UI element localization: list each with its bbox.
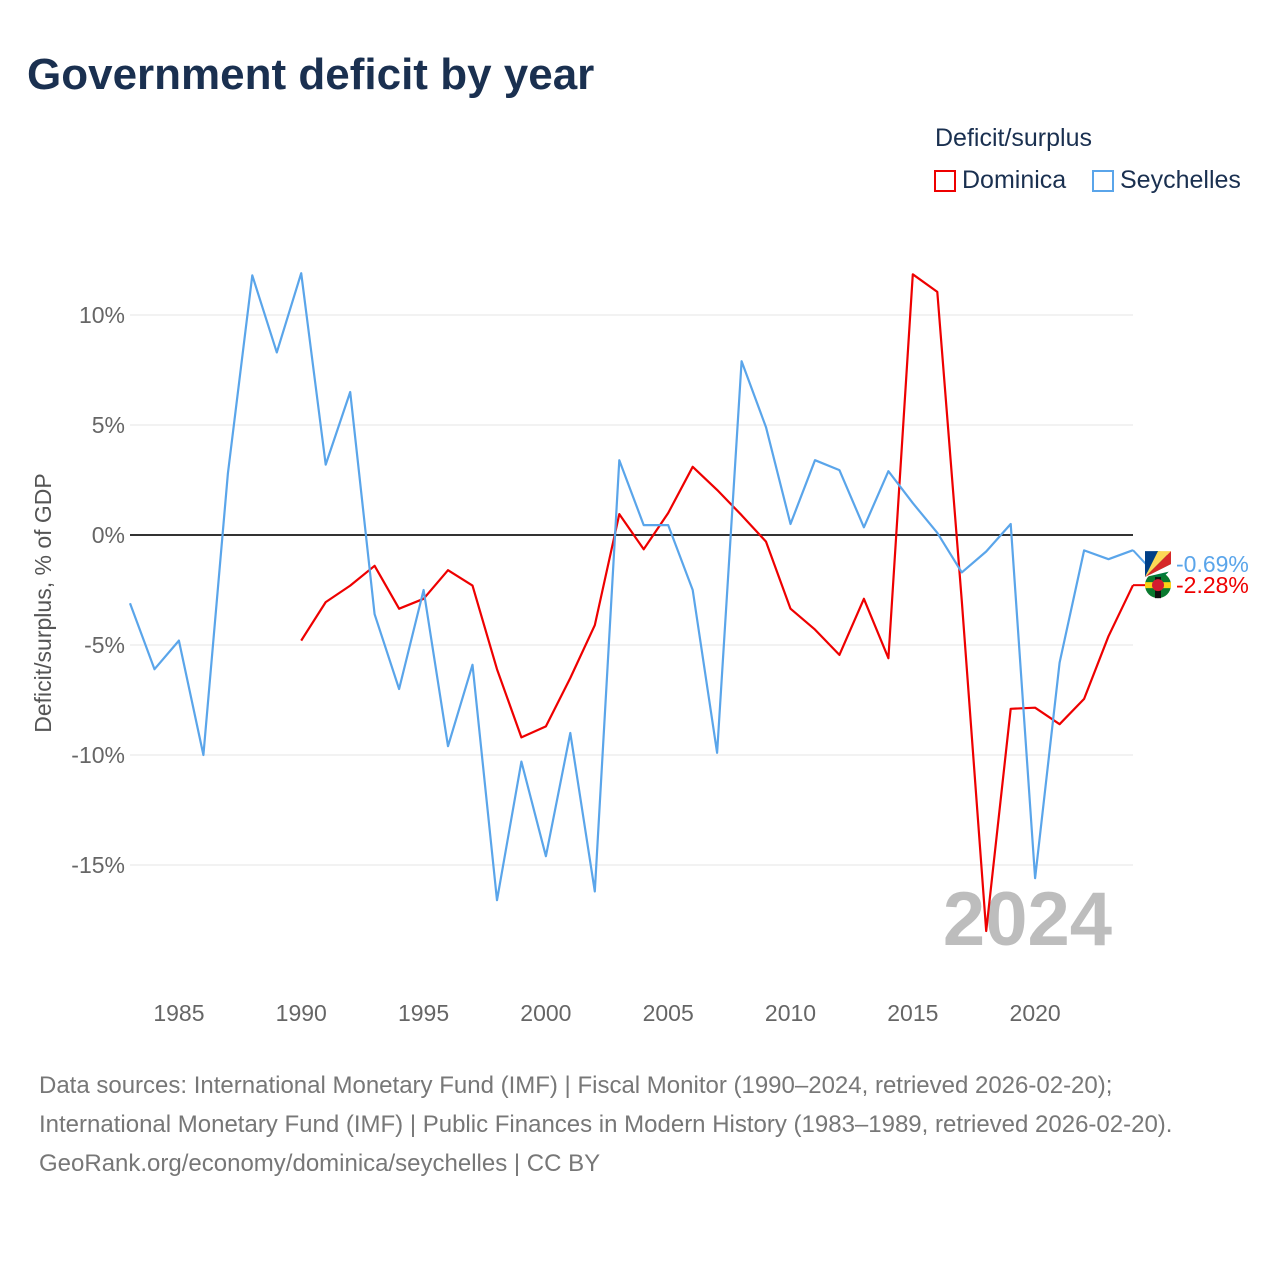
- flag-band: [1145, 564, 1171, 578]
- x-tick-label: 2020: [1010, 1000, 1061, 1026]
- series-line-dominica: [300, 273, 1134, 933]
- y-tick-label: 5%: [92, 412, 125, 438]
- legend-swatch-seychelles: [1092, 169, 1114, 192]
- flag-band: [1145, 551, 1171, 578]
- x-tick-label: 1995: [398, 1000, 449, 1026]
- y-tick-label: -10%: [71, 742, 125, 768]
- y-axis-label: Deficit/surplus, % of GDP: [30, 473, 56, 732]
- chart-title: Government deficit by year: [27, 50, 595, 99]
- year-watermark: 2024: [943, 877, 1112, 962]
- seychelles-flag-icon: [1145, 551, 1171, 578]
- x-tick-label: 1990: [276, 1000, 327, 1026]
- series-line-seychelles: [128, 272, 1134, 902]
- legend-item-dominica[interactable]: Dominica: [934, 166, 1066, 195]
- footer: Data sources: International Monetary Fun…: [39, 1066, 1239, 1183]
- x-tick-label: 2010: [765, 1000, 816, 1026]
- data-sources: Data sources: International Monetary Fun…: [39, 1072, 1173, 1138]
- x-tick-label: 2005: [643, 1000, 694, 1026]
- credit-link[interactable]: GeoRank.org/economy/dominica/seychelles …: [39, 1150, 601, 1177]
- legend-label-dominica: Dominica: [962, 166, 1067, 194]
- flag-disc: [1152, 579, 1164, 592]
- legend-item-seychelles[interactable]: Seychelles: [1092, 166, 1241, 195]
- dominica-flag-icon: [1145, 572, 1171, 599]
- legend-label-seychelles: Seychelles: [1120, 166, 1241, 194]
- end-value-label: -0.69%: [1176, 551, 1249, 577]
- y-tick-label: -5%: [84, 632, 125, 658]
- legend-title: Deficit/surplus: [935, 124, 1092, 152]
- y-tick-label: -15%: [71, 852, 125, 878]
- x-tick-label: 1985: [153, 1000, 204, 1026]
- end-value-label: -2.28%: [1176, 572, 1249, 598]
- x-tick-label: 2015: [887, 1000, 938, 1026]
- end-connector: [1132, 549, 1147, 565]
- legend-swatch-dominica: [934, 169, 956, 192]
- y-tick-label: 0%: [92, 522, 125, 548]
- x-tick-label: 2000: [520, 1000, 571, 1026]
- y-tick-label: 10%: [79, 302, 125, 328]
